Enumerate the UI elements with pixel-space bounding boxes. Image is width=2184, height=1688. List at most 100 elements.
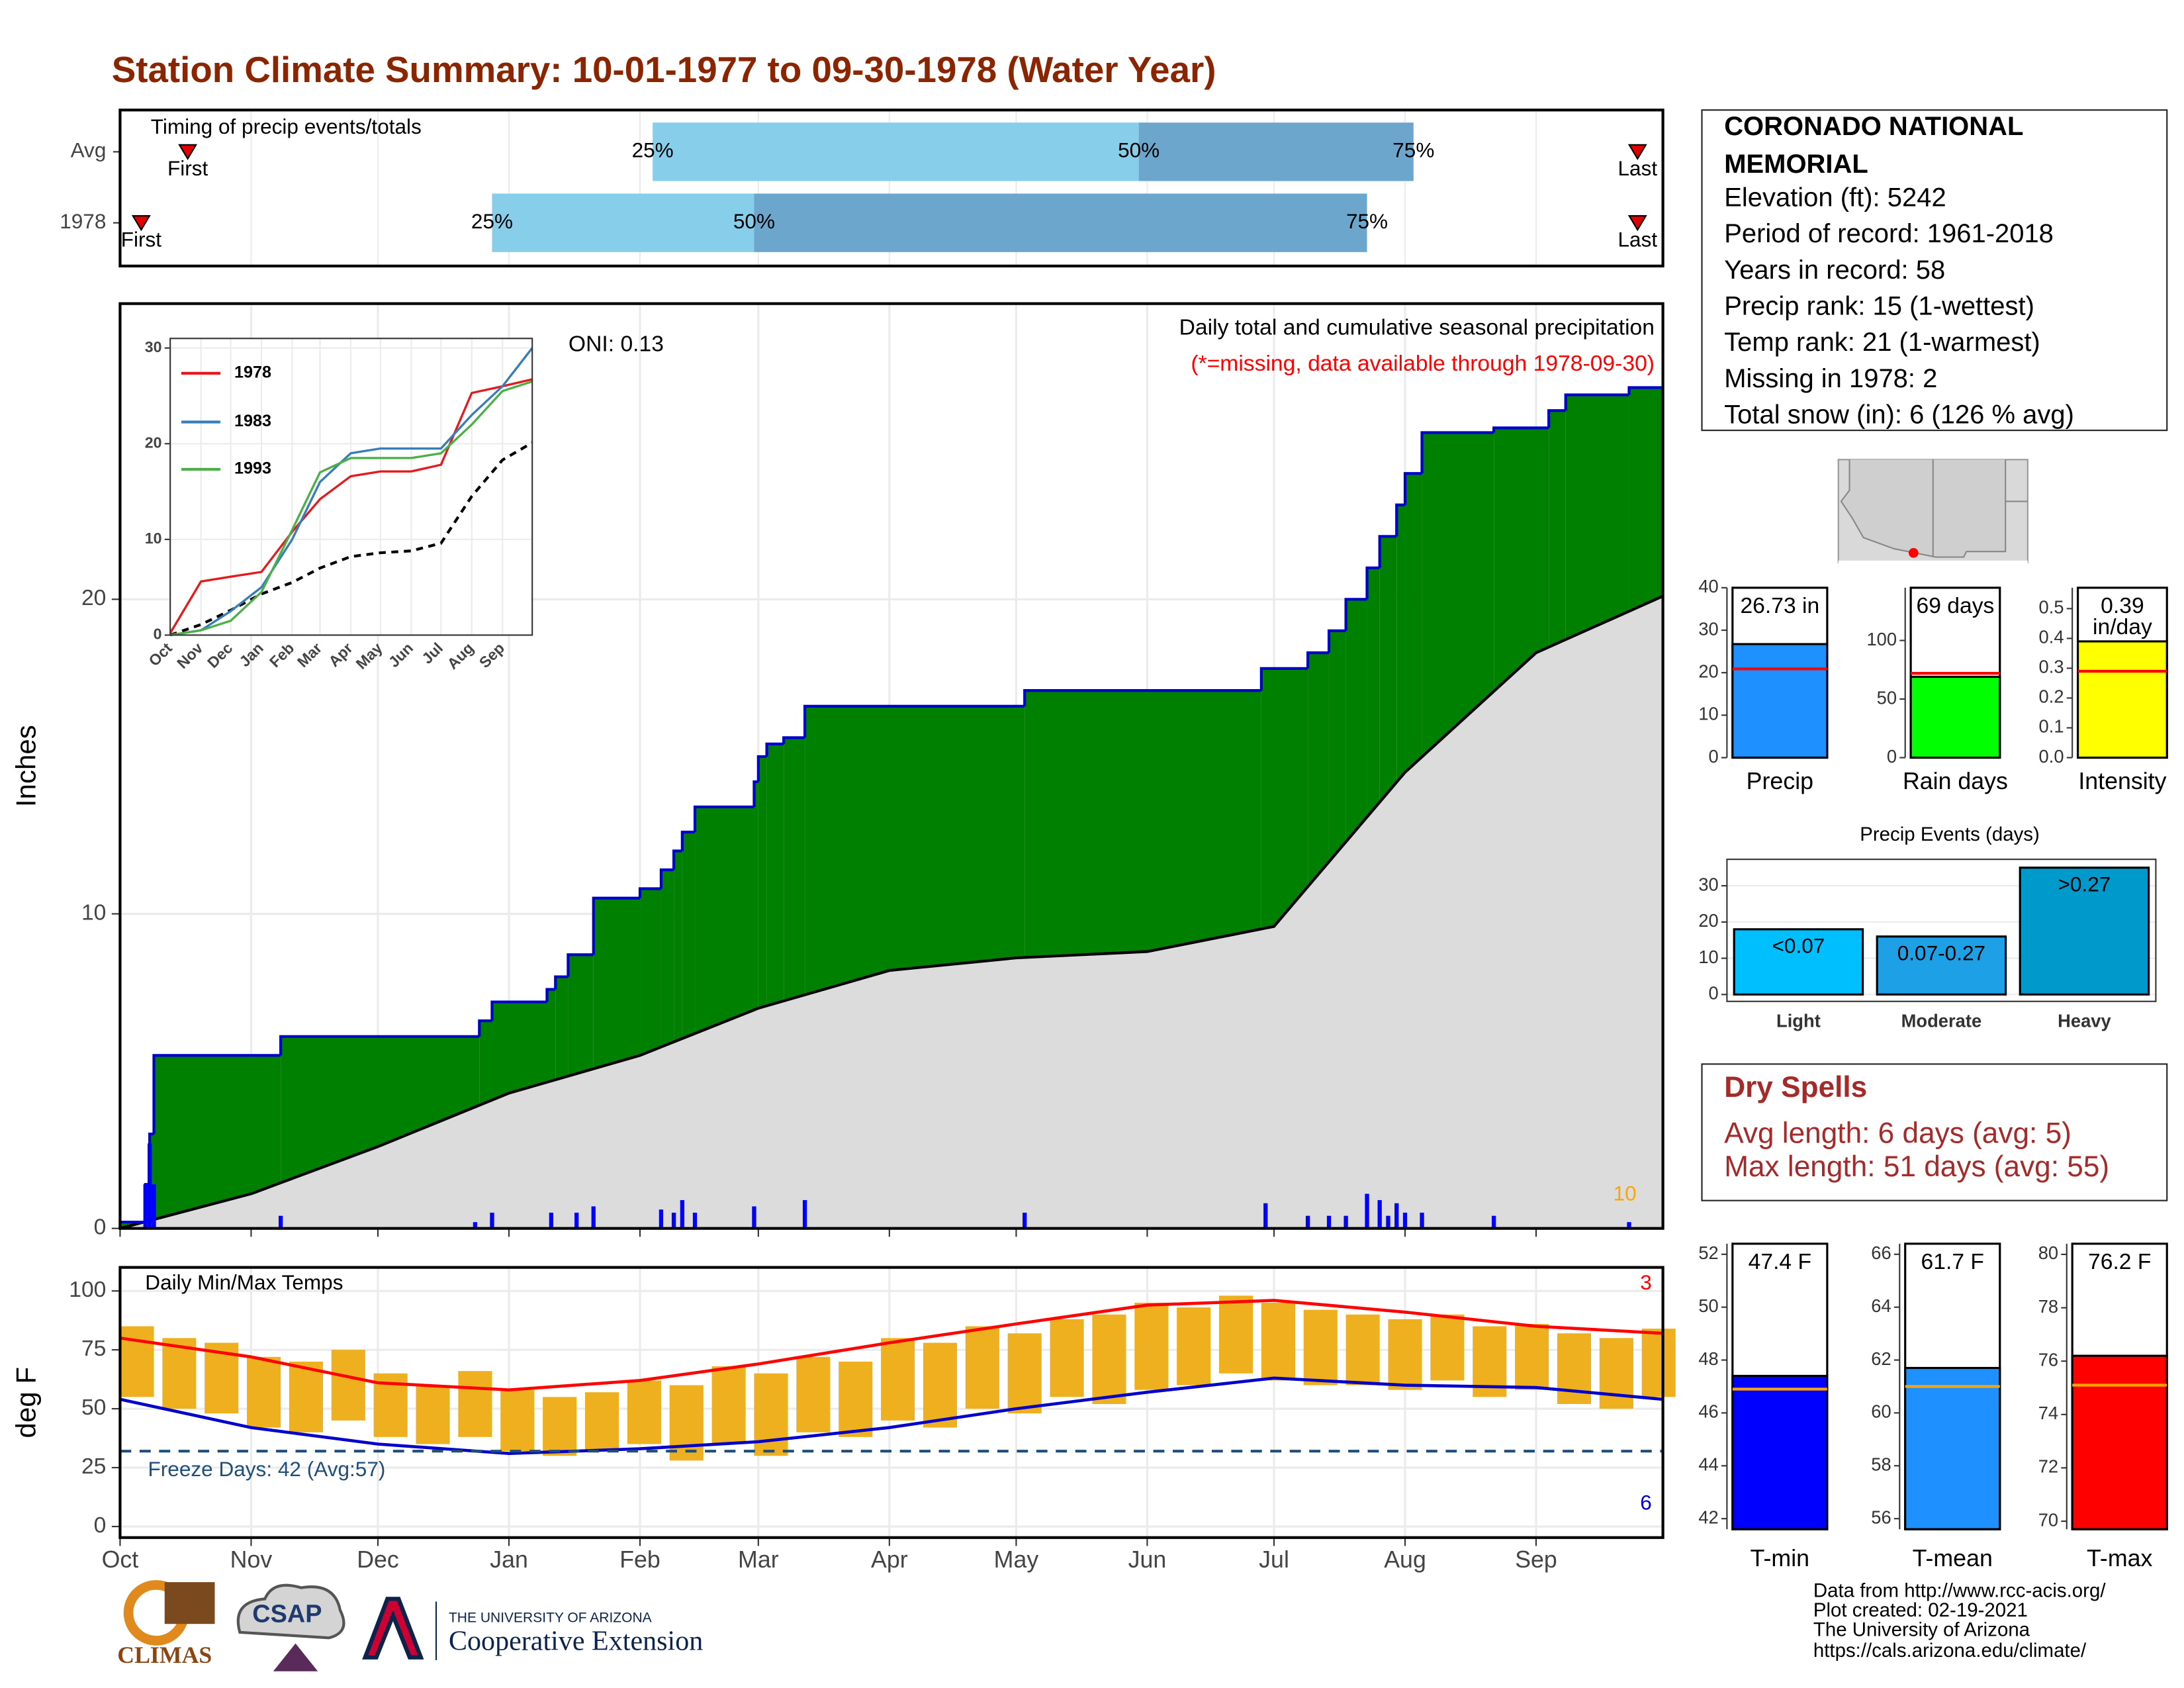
y-tick-label: 20 bbox=[145, 434, 162, 451]
bar-label: T-max bbox=[2087, 1545, 2152, 1571]
daily-bar bbox=[152, 1184, 156, 1229]
temp-bar bbox=[1515, 1324, 1549, 1390]
y-tick-label: 20 bbox=[1698, 910, 1718, 931]
daily-bar bbox=[1343, 1215, 1348, 1229]
x-tick-label: Jun bbox=[1128, 1546, 1167, 1573]
quartile-label: 75% bbox=[1346, 209, 1388, 233]
csap-cloud bbox=[236, 1583, 345, 1640]
temp-bar bbox=[965, 1326, 999, 1409]
y-tick-label: 74 bbox=[2038, 1403, 2058, 1423]
y-tick-label: 48 bbox=[1698, 1348, 1718, 1369]
x-tick-label: Light bbox=[1776, 1011, 1821, 1031]
daily-bar bbox=[752, 1206, 756, 1229]
station-line: Precip rank: 15 (1-wettest) bbox=[1724, 292, 2034, 321]
average-line bbox=[119, 1376, 1663, 1456]
temp-bar bbox=[584, 1392, 619, 1452]
cumulative-edge bbox=[554, 975, 569, 990]
quartile-label: 25% bbox=[632, 138, 674, 162]
bar bbox=[1731, 643, 1829, 759]
plot-frame bbox=[1726, 859, 2157, 1002]
daily-bar bbox=[671, 1212, 676, 1229]
y-tick-label: 75 bbox=[81, 1336, 106, 1361]
y-tick-label: 64 bbox=[1871, 1295, 1891, 1316]
temp-bar bbox=[1219, 1295, 1253, 1374]
y-tick-label: 50 bbox=[81, 1395, 106, 1420]
csap-mountain bbox=[273, 1643, 318, 1671]
y-tick-label: 30 bbox=[145, 338, 162, 355]
map bbox=[1837, 459, 2028, 565]
cumulative-step bbox=[150, 1134, 154, 1229]
inset-line bbox=[169, 380, 533, 637]
y-tick-label: 60 bbox=[1871, 1401, 1891, 1422]
cumulative-edge bbox=[1327, 629, 1346, 653]
legend-label: 1993 bbox=[234, 459, 271, 478]
ua-extension: Cooperative Extension bbox=[449, 1626, 703, 1656]
freeze-label: Freeze Days: 42 (Avg:57) bbox=[148, 1457, 386, 1481]
y-tick-label: 10 bbox=[1698, 947, 1718, 967]
daily-bar bbox=[1326, 1215, 1332, 1229]
map-state bbox=[1840, 459, 2007, 558]
event-marker bbox=[131, 215, 151, 232]
y-tick-label: 70 bbox=[2038, 1509, 2058, 1530]
temp-bar bbox=[1345, 1314, 1380, 1385]
daily-bar bbox=[1365, 1194, 1369, 1229]
y-tick-label: 0 bbox=[154, 626, 162, 643]
daily-bar bbox=[143, 1184, 148, 1229]
value-label: 69 days bbox=[1917, 594, 1995, 618]
daily-bar bbox=[680, 1199, 685, 1229]
y-tick-label: 42 bbox=[1698, 1507, 1718, 1527]
y-tick-label: 100 bbox=[1866, 629, 1897, 649]
temp-bar bbox=[881, 1338, 915, 1421]
temp-bar bbox=[416, 1385, 450, 1444]
cumulative-edge bbox=[1378, 535, 1397, 568]
cumulative-edge bbox=[680, 830, 696, 851]
quartile-bar bbox=[653, 122, 1139, 181]
daily-bar bbox=[1263, 1203, 1268, 1229]
y-tick-label: 20 bbox=[81, 586, 106, 610]
cumulative-edge bbox=[693, 805, 754, 832]
last-label: Last bbox=[1617, 227, 1657, 251]
temp-bar bbox=[627, 1380, 661, 1444]
daily-bar bbox=[1627, 1222, 1631, 1229]
bar-label: Precip bbox=[1747, 768, 1813, 794]
y-tick-label: 72 bbox=[2038, 1456, 2058, 1477]
y-tick-label: 30 bbox=[1698, 874, 1718, 894]
temp-bar bbox=[1134, 1302, 1169, 1390]
y-tick-label: 80 bbox=[2038, 1243, 2058, 1263]
temp-bar bbox=[1177, 1307, 1211, 1385]
cumulative-step bbox=[754, 781, 758, 1229]
quartile-bar bbox=[1138, 122, 1414, 181]
x-tick-label: Feb bbox=[619, 1546, 660, 1573]
first-label: First bbox=[167, 156, 208, 180]
temp-bar bbox=[458, 1371, 492, 1437]
climas-logo: CLIMAS bbox=[117, 1642, 212, 1668]
y-tick-label: 76 bbox=[2038, 1349, 2058, 1370]
quartile-label: 50% bbox=[1118, 138, 1160, 162]
y-tick-label: 0 bbox=[94, 1215, 107, 1240]
bar bbox=[2071, 1354, 2168, 1530]
x-tick-label: Sep bbox=[1515, 1546, 1557, 1573]
legend-label: 1978 bbox=[234, 363, 271, 382]
bar-label: T-min bbox=[1751, 1545, 1809, 1571]
last-label: Last bbox=[1617, 156, 1657, 180]
inset-frame bbox=[169, 338, 533, 636]
bar-label: <0.07 bbox=[1772, 933, 1825, 957]
x-tick-label: Dec bbox=[357, 1546, 399, 1573]
station-line: Years in record: 58 bbox=[1724, 256, 1945, 285]
x-tick-label: Moderate bbox=[1901, 1011, 1982, 1031]
row-label: 1978 bbox=[60, 209, 106, 233]
corner-label: 10 bbox=[1614, 1182, 1637, 1205]
daily-bar bbox=[473, 1222, 478, 1229]
x-tick-label: Jul bbox=[1259, 1546, 1289, 1573]
y-tick-label: 10 bbox=[81, 900, 106, 925]
daily-bar bbox=[692, 1212, 698, 1229]
cumulative-edge bbox=[1344, 598, 1367, 631]
daily-bar bbox=[1377, 1199, 1382, 1229]
cumulative-edge bbox=[756, 755, 767, 782]
cumulative-edge bbox=[592, 896, 641, 955]
temp-bar bbox=[162, 1338, 197, 1409]
bar-label: >0.27 bbox=[2058, 872, 2111, 896]
cumulative-edge bbox=[279, 1035, 480, 1056]
legend-label: 1983 bbox=[234, 412, 271, 430]
